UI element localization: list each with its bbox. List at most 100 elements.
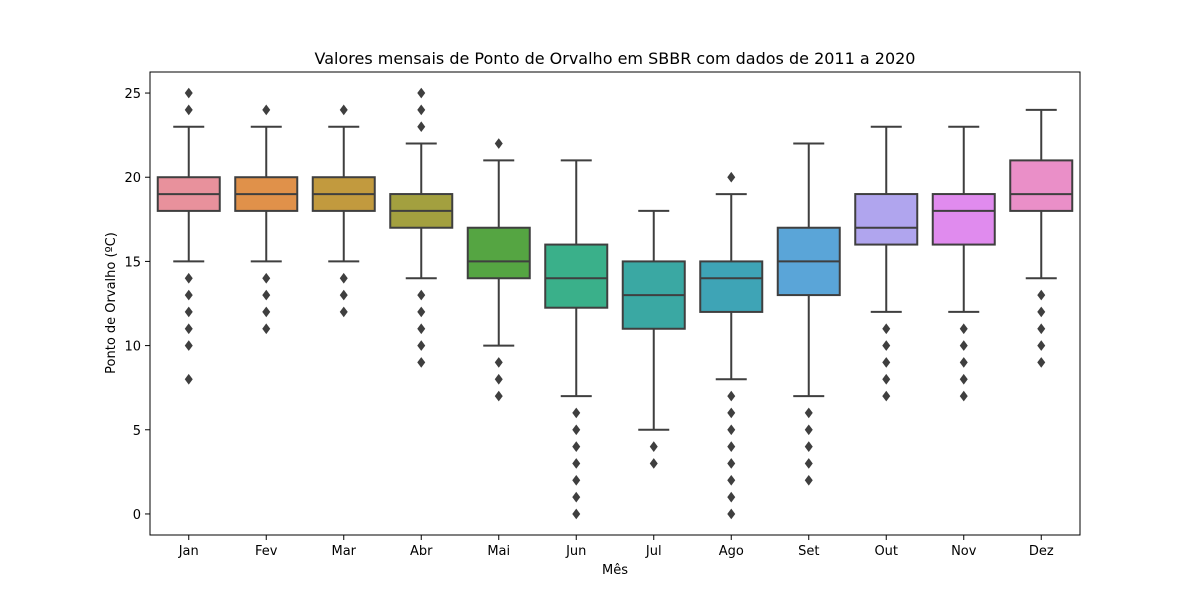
outlier-point [184,272,193,284]
outlier-point [262,323,271,335]
outlier-point [572,407,581,419]
outlier-point [727,407,736,419]
outlier-point [1037,289,1046,301]
outlier-point [339,289,348,301]
outlier-point [417,104,426,116]
outlier-point [727,171,736,183]
x-tick-label: Jul [645,544,662,559]
y-tick-label: 0 [133,508,141,523]
outlier-point [572,458,581,469]
x-tick-label: Mar [331,544,356,559]
outlier-point [804,474,813,486]
outlier-point [572,491,581,503]
box-group-jan [156,87,221,385]
outlier-point [494,138,503,149]
outlier-point [1037,306,1046,318]
outlier-point [804,458,813,469]
outlier-point [572,474,581,486]
y-tick-label: 5 [133,424,141,439]
x-tick-label: Set [798,544,819,559]
box-group-ago [699,171,764,520]
outlier-point [417,306,426,318]
outlier-point [1037,323,1046,335]
x-tick-label: Jun [565,544,586,559]
y-axis-label: Ponto de Orvalho (ºC) [104,232,119,374]
chart-title: Valores mensais de Ponto de Orvalho em S… [315,49,916,68]
outlier-point [184,289,193,301]
outlier-point [417,289,426,301]
outlier-point [262,306,271,318]
outlier-point [417,121,426,133]
y-tick-label: 20 [124,171,141,186]
outlier-point [727,458,736,469]
box-group-abr [389,87,454,368]
box [1009,159,1074,212]
outlier-point [727,441,736,452]
outlier-point [882,373,891,385]
outlier-point [572,441,581,452]
outlier-point [882,323,891,335]
outlier-point [417,340,426,351]
box [466,226,531,280]
outlier-point [727,390,736,402]
x-tick-label: Dez [1029,544,1054,559]
y-tick-label: 15 [124,255,141,270]
outlier-point [417,87,426,99]
outlier-point [262,272,271,284]
box [931,193,996,246]
outlier-point [727,474,736,486]
outlier-point [727,491,736,503]
outlier-point [959,373,968,385]
outlier-point [184,340,193,351]
x-tick-label: Jan [178,544,199,559]
outlier-point [494,390,503,402]
x-tick-label: Ago [719,544,744,559]
outlier-point [262,104,271,116]
box-group-fev [234,104,299,335]
outlier-point [417,357,426,368]
x-tick-label: Fev [255,544,278,559]
x-axis-label: Mês [602,563,628,578]
outlier-point [339,306,348,318]
outlier-point [959,340,968,351]
outlier-point [804,407,813,419]
box [854,193,919,246]
box [544,243,609,309]
outlier-point [727,508,736,520]
outlier-point [882,340,891,351]
outlier-point [959,323,968,335]
box-group-set [776,142,841,486]
outlier-point [494,373,503,385]
box-group-jul [621,209,686,469]
outlier-point [572,424,581,436]
outlier-point [339,272,348,284]
x-tick-label: Abr [410,544,433,559]
outlier-point [184,87,193,99]
outlier-point [417,323,426,335]
plot-frame [149,71,1081,536]
plot-area: 0 5 10 15 20 25 Jan Fev Mar Abr Mai Jun Jul Ago Set Out… [124,87,1074,559]
outlier-point [959,390,968,402]
outlier-point [804,424,813,436]
outlier-point [1037,357,1046,368]
outlier-point [262,289,271,301]
x-tick-label: Out [874,544,898,559]
outlier-point [804,441,813,452]
box-group-nov [931,125,996,402]
y-tick-label: 10 [124,340,141,355]
box-group-jun [544,159,609,520]
outlier-point [959,357,968,368]
outlier-point [649,458,658,469]
x-tick-label: Mai [487,544,510,559]
x-tick-label: Nov [951,544,977,559]
outlier-point [649,441,658,452]
outlier-point [882,357,891,368]
outlier-point [339,104,348,116]
box-group-dez [1009,108,1074,368]
box-group-out [854,125,919,402]
outlier-point [882,390,891,402]
outlier-point [184,323,193,335]
outlier-point [1037,340,1046,351]
